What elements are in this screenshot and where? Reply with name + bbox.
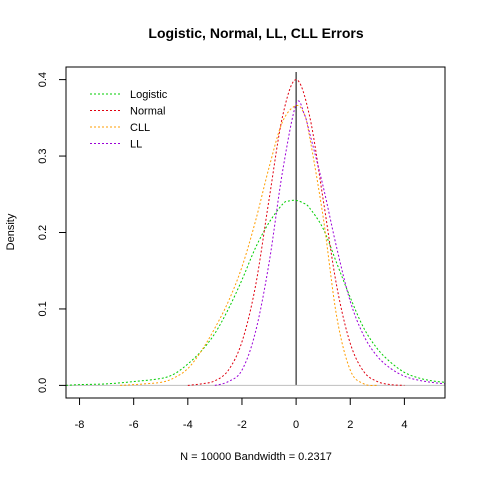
- x-tick-label: -2: [237, 419, 247, 431]
- x-tick-label: -4: [183, 419, 193, 431]
- y-tick-label: 0.1: [37, 301, 49, 316]
- legend-label-cll: CLL: [130, 122, 150, 134]
- legend-label-normal: Normal: [130, 106, 165, 118]
- y-tick-label: 0.0: [37, 378, 49, 393]
- x-tick-label: 2: [347, 419, 353, 431]
- x-axis: -8 -6 -4 -2 0 2 4: [75, 397, 407, 431]
- x-axis-label: N = 10000 Bandwidth = 0.2317: [180, 451, 332, 463]
- y-tick-label: 0.2: [37, 225, 49, 240]
- chart-title: Logistic, Normal, LL, CLL Errors: [148, 25, 363, 41]
- y-axis: 0.0 0.1 0.2 0.3 0.4: [37, 72, 67, 393]
- x-tick-label: 4: [401, 419, 407, 431]
- legend-label-logistic: Logistic: [130, 89, 168, 101]
- y-tick-label: 0.3: [37, 148, 49, 163]
- legend: Logistic Normal CLL LL: [90, 89, 168, 151]
- x-tick-label: -8: [75, 419, 85, 431]
- series-line-cll: [120, 104, 378, 386]
- y-tick-label: 0.4: [37, 72, 49, 87]
- series-line-normal: [187, 79, 405, 386]
- legend-label-ll: LL: [130, 139, 142, 151]
- plot-area: [65, 71, 446, 386]
- y-axis-label: Density: [5, 213, 17, 250]
- x-tick-label: -6: [129, 419, 139, 431]
- x-tick-label: 0: [293, 419, 299, 431]
- series-line-logistic: [65, 199, 446, 386]
- series-line-ll: [214, 100, 446, 386]
